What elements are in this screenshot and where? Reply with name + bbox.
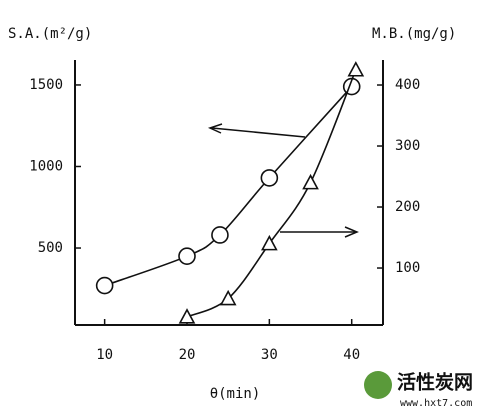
marker (95, 276, 114, 295)
marker (211, 226, 229, 244)
watermark-url: www.hxt7.com (400, 398, 472, 409)
y-tick-label: 1000 (29, 158, 63, 174)
x-axis-label: θ(min) (210, 386, 261, 402)
x-tick-label: 40 (343, 347, 360, 363)
y-axis-label: S.A.(m²/g) (8, 26, 92, 42)
x-tick-label: 20 (179, 347, 196, 363)
marker (347, 61, 365, 77)
x-tick-label: 30 (261, 347, 278, 363)
marker (302, 173, 319, 190)
y2-axis-label: M.B.(mg/g) (372, 26, 456, 42)
y-tick-label: 1500 (29, 77, 63, 93)
curve (186, 69, 357, 318)
y2-tick-label: 400 (395, 77, 420, 93)
marker (219, 289, 237, 306)
marker (178, 247, 196, 265)
arrow-right (280, 226, 359, 238)
marker (260, 169, 279, 187)
marker (178, 308, 196, 324)
y2-tick-label: 300 (395, 138, 420, 154)
marker (261, 234, 278, 251)
watermark-name: 活性炭网 (397, 371, 473, 394)
y2-tick-label: 100 (395, 260, 420, 276)
arrow-left (207, 123, 306, 138)
y2-tick-label: 200 (395, 199, 420, 215)
y-tick-label: 500 (38, 240, 63, 256)
watermark-logo (364, 371, 392, 399)
x-tick-label: 10 (96, 347, 113, 363)
